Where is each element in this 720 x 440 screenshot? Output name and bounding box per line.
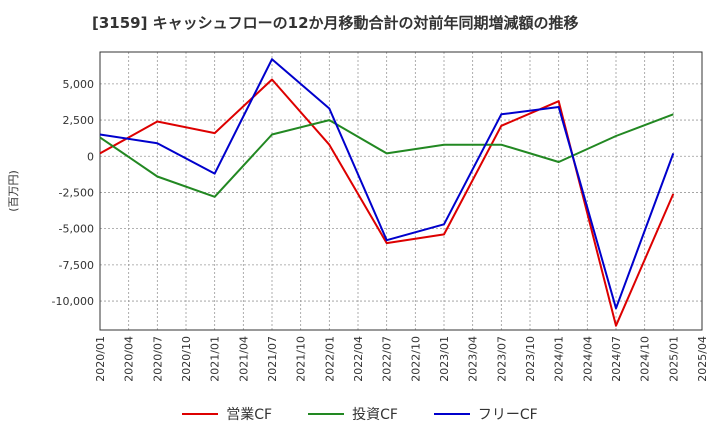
y-tick-label: -5,000 [59, 223, 94, 236]
legend-label-operating-cf: 営業CF [226, 407, 273, 423]
x-tick-label: 2024/10 [639, 336, 652, 382]
x-tick-label: 2024/07 [610, 336, 623, 382]
legend-item-investing-cf: 投資CF [308, 404, 398, 424]
x-tick-label: 2020/01 [94, 336, 107, 382]
x-tick-label: 2021/10 [295, 336, 308, 382]
x-tick-label: 2024/04 [581, 336, 594, 382]
plot-area [100, 52, 702, 330]
legend-swatch-operating-cf [182, 413, 219, 415]
x-tick-label: 2023/01 [438, 336, 451, 382]
y-tick-label: -10,000 [52, 295, 94, 308]
x-tick-label: 2022/07 [381, 336, 394, 382]
x-tick-label: 2021/01 [209, 336, 222, 382]
y-axis-label: (百万円) [7, 170, 20, 212]
x-tick-label: 2020/10 [180, 336, 193, 382]
x-tick-label: 2021/07 [266, 336, 279, 382]
chart-title: [3159] キャッシュフローの12か月移動合計の対前年同期増減額の推移 [92, 14, 579, 32]
x-tick-label: 2023/07 [495, 336, 508, 382]
x-tick-label: 2022/04 [352, 336, 365, 382]
legend-item-free-cf: フリーCF [433, 404, 538, 424]
line-chart: 5,000 2,500 0 -2,500 -5,000 -7,500 -10,000 2020… [7, 51, 709, 382]
y-tick-label: 2,500 [63, 114, 95, 127]
x-tick-label: 2020/04 [123, 336, 136, 382]
y-tick-label: 5,000 [63, 78, 95, 91]
x-tick-label: 2022/10 [409, 336, 422, 382]
x-tick-label: 2025/01 [667, 336, 680, 382]
legend: 営業CF 投資CF フリーCF [0, 404, 720, 424]
x-tick-label: 2020/07 [151, 336, 164, 382]
y-tick-label: 0 [87, 150, 94, 163]
legend-swatch-investing-cf [308, 413, 345, 415]
x-tick-label: 2023/04 [467, 336, 480, 382]
x-tick-label: 2022/01 [323, 336, 336, 382]
legend-swatch-free-cf [433, 413, 470, 415]
plot-frame [99, 51, 703, 331]
x-tick-label: 2021/04 [237, 336, 250, 382]
x-tick-label: 2023/10 [524, 336, 537, 382]
y-tick-label: -2,500 [59, 186, 94, 199]
legend-item-operating-cf: 営業CF [182, 404, 272, 424]
y-tick-label: -7,500 [59, 259, 94, 272]
legend-label-investing-cf: 投資CF [352, 407, 398, 423]
legend-label-free-cf: フリーCF [477, 407, 538, 423]
x-tick-label: 2025/04 [696, 336, 709, 382]
x-tick-label: 2024/01 [553, 336, 566, 382]
series-line-free-cf [99, 58, 675, 310]
series-line-investing-cf [99, 113, 674, 198]
